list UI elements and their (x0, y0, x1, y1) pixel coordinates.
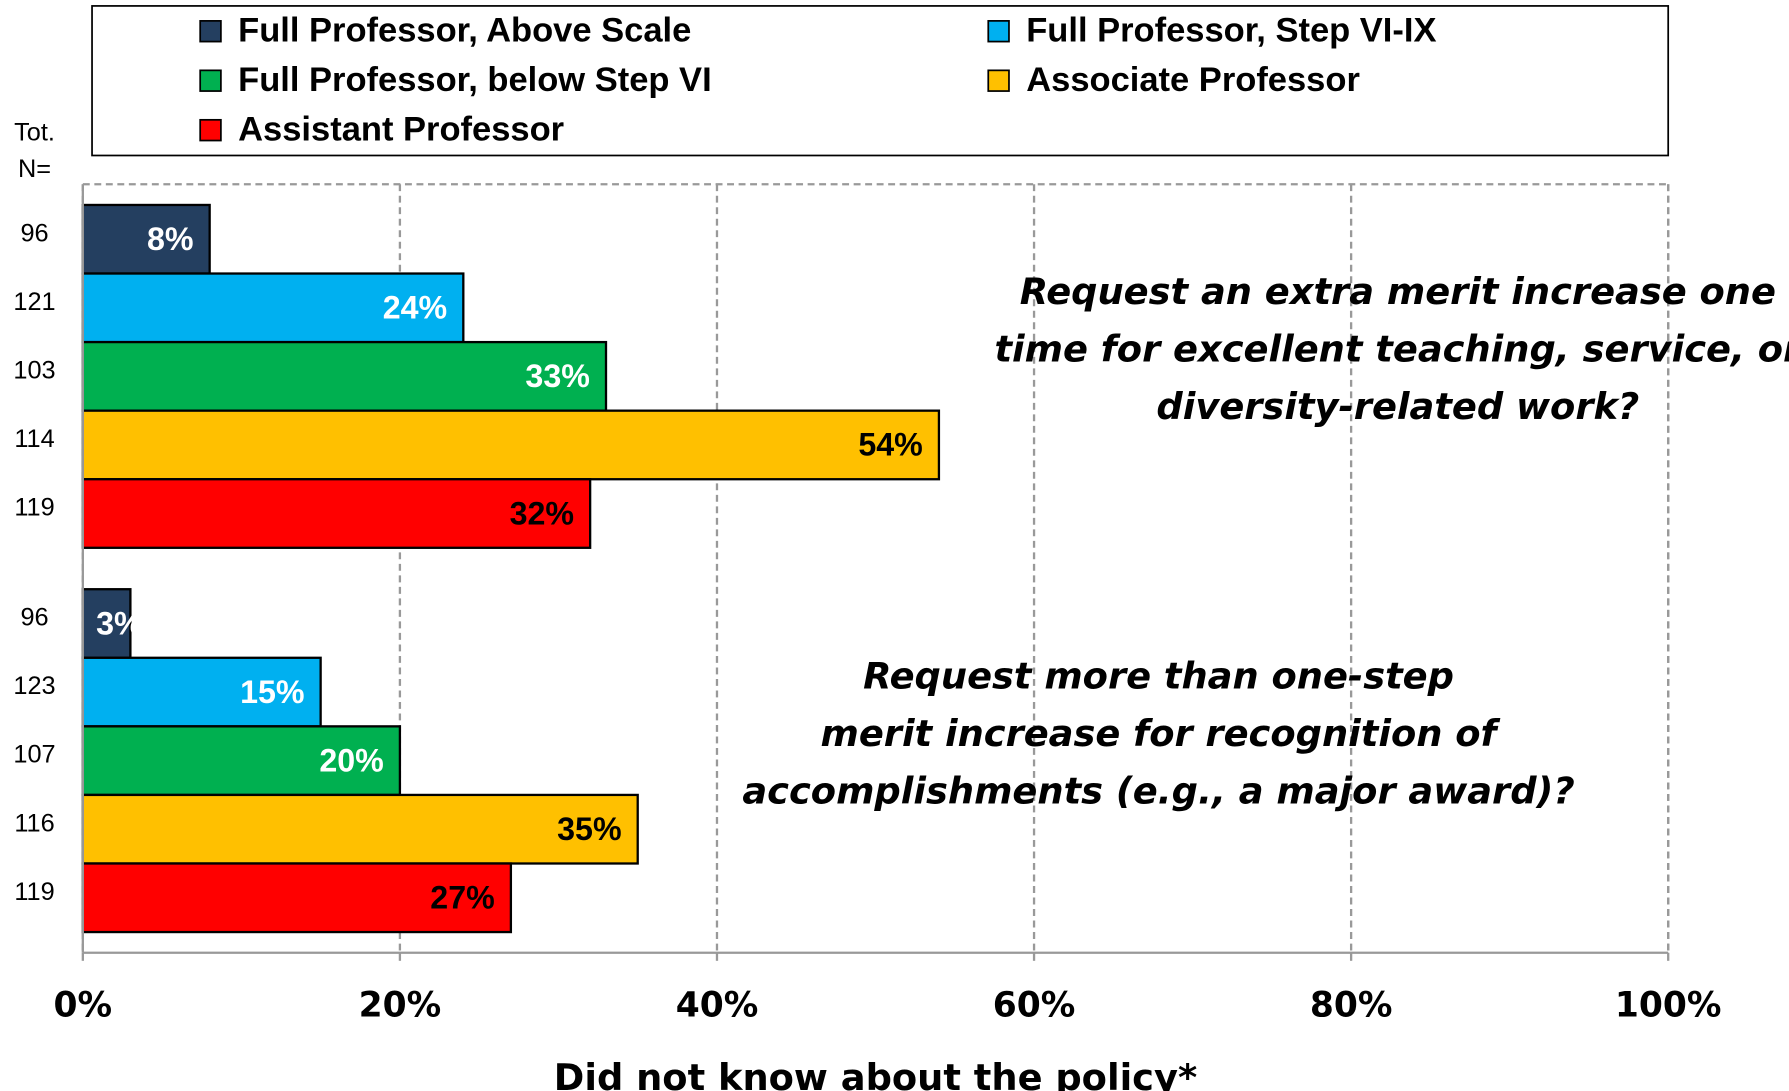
category-label: time for excellent teaching, service, or (994, 328, 1789, 371)
x-tick-label: 80% (1310, 985, 1393, 1025)
x-tick-label: 0% (54, 985, 113, 1025)
bar (81, 272, 465, 344)
value-label: 24% (383, 290, 447, 326)
legend-box (91, 5, 1670, 157)
n-header: Tot. (14, 118, 55, 146)
bar (81, 793, 639, 865)
n-label: 123 (13, 672, 55, 700)
value-label: 8% (147, 221, 194, 257)
legend-swatch (199, 20, 222, 43)
n-label: 107 (13, 741, 55, 769)
value-label: 3% (96, 605, 143, 641)
n-label: 96 (20, 219, 48, 247)
x-tick-label: 100% (1615, 985, 1722, 1025)
bar (81, 478, 592, 549)
legend-swatch (987, 20, 1010, 43)
bar (81, 409, 941, 481)
category-label: merit increase for recognition of (821, 712, 1501, 755)
n-label: 119 (14, 878, 54, 906)
x-tick-label: 40% (676, 985, 759, 1025)
value-label: 27% (430, 880, 494, 916)
x-axis-label: Did not know about the policy* (554, 1056, 1197, 1091)
legend-label: Full Professor, Above Scale (238, 11, 691, 49)
value-label: 15% (240, 674, 304, 710)
legend-swatch (199, 118, 222, 142)
value-label: 54% (858, 427, 922, 463)
n-label: 116 (14, 809, 54, 837)
legend-swatch (199, 69, 222, 92)
legend-swatch (987, 69, 1010, 92)
value-label: 20% (319, 742, 383, 778)
bar (81, 862, 513, 934)
category-label: accomplishments (e.g., a major award)? (742, 769, 1574, 812)
n-label: 96 (20, 604, 48, 632)
value-label: 33% (525, 358, 589, 394)
x-tick-label: 60% (993, 985, 1076, 1025)
category-label: Request more than one-step (863, 654, 1454, 697)
category-label: Request an extra merit increase one (1020, 270, 1776, 313)
legend-label: Associate Professor (1026, 61, 1360, 99)
category-label: diversity-related work? (1156, 385, 1639, 428)
n-label: 114 (14, 425, 54, 453)
legend-label: Full Professor, Step VI-IX (1026, 11, 1436, 49)
value-label: 35% (557, 811, 621, 847)
bar (81, 340, 608, 412)
x-tick-label: 20% (359, 985, 442, 1025)
n-label: 119 (14, 494, 54, 522)
n-header: N= (18, 155, 51, 183)
value-label: 32% (510, 495, 574, 531)
legend-label: Full Professor, below Step VI (238, 61, 712, 99)
n-label: 103 (13, 356, 55, 384)
n-label: 121 (13, 288, 55, 316)
legend-label: Assistant Professor (238, 110, 564, 148)
